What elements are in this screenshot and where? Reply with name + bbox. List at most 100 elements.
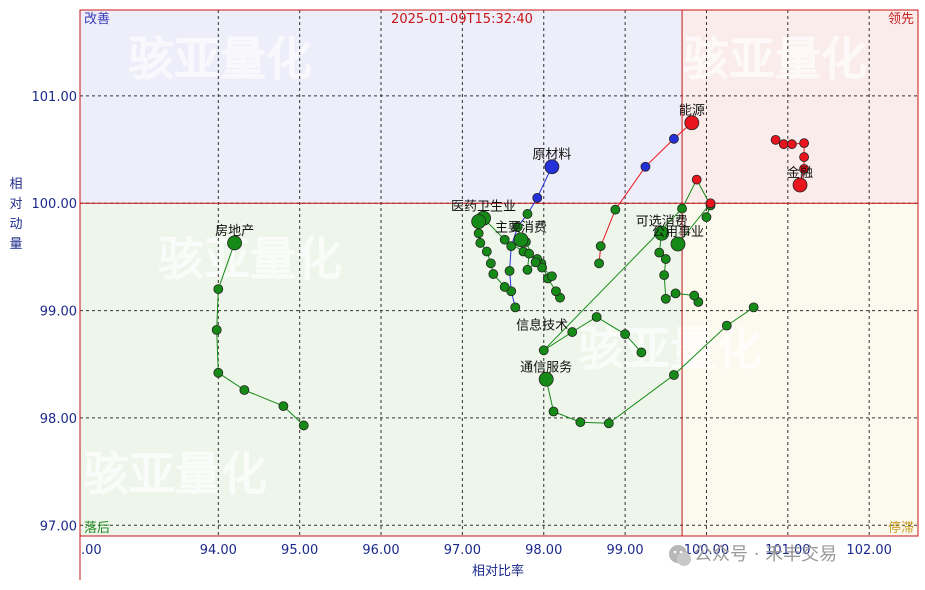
series-point bbox=[575, 417, 586, 428]
quadrant-weakening bbox=[682, 203, 918, 536]
series-原材料 bbox=[504, 159, 560, 313]
series-label: 信息技术 bbox=[516, 317, 568, 333]
series-label: 通信服务 bbox=[520, 359, 572, 375]
x-tick-label: 102.00 bbox=[846, 543, 892, 558]
series-能源 bbox=[594, 115, 700, 269]
series-主要消费 bbox=[471, 214, 510, 292]
series-head-point bbox=[471, 214, 487, 229]
series-point bbox=[499, 234, 510, 245]
x-tick-label: 98.00 bbox=[525, 543, 562, 558]
series-layer bbox=[211, 115, 809, 431]
series-point bbox=[660, 293, 671, 304]
x-tick-label: 95.00 bbox=[281, 543, 318, 558]
series-label: 房地产 bbox=[215, 223, 254, 239]
series-point bbox=[721, 320, 732, 331]
timestamp: 2025-01-09T15:32:40 bbox=[391, 12, 533, 27]
series-金融 bbox=[770, 134, 809, 193]
series-point bbox=[537, 262, 548, 273]
series-point bbox=[485, 258, 496, 269]
series-point bbox=[770, 134, 781, 145]
x-tick-label: 100.00 bbox=[684, 543, 730, 558]
series-point bbox=[504, 265, 515, 276]
series-通信服务 bbox=[538, 302, 759, 429]
series-point bbox=[591, 312, 602, 322]
series-point bbox=[670, 288, 681, 299]
x-tick-label: 96.00 bbox=[362, 543, 399, 558]
series-point bbox=[799, 138, 809, 149]
series-point bbox=[551, 286, 561, 297]
series-point bbox=[499, 282, 510, 292]
series-label: 可选消费 bbox=[636, 214, 688, 229]
y-tick-label: 98.00 bbox=[40, 412, 77, 427]
y-tick-label: 99.00 bbox=[40, 305, 77, 320]
series-point bbox=[669, 133, 679, 144]
y-tick-label: 100.00 bbox=[32, 197, 78, 212]
quadrant-weakening-label: 停滞 bbox=[888, 520, 914, 536]
series-point bbox=[278, 401, 289, 412]
series-point bbox=[669, 370, 679, 380]
series-label: 医药卫生业 bbox=[451, 199, 516, 214]
series-head-point bbox=[792, 177, 808, 193]
y-tick-label: 97.00 bbox=[40, 519, 77, 534]
series-point bbox=[538, 345, 549, 356]
wechat-icon bbox=[669, 545, 691, 566]
series-point bbox=[510, 302, 521, 313]
series-公用事业 bbox=[538, 174, 716, 358]
x-tick-label: 99.00 bbox=[606, 543, 643, 558]
series-point bbox=[213, 367, 224, 378]
series-point bbox=[475, 238, 486, 248]
watermark-text: 骇亚量化 bbox=[683, 32, 867, 86]
x-tick-label: 97.00 bbox=[444, 543, 481, 558]
series-label: 公用事业 bbox=[652, 225, 704, 240]
quadrant-leading-label: 领先 bbox=[888, 12, 914, 27]
series-label: 金融 bbox=[787, 165, 813, 181]
series-point bbox=[705, 198, 716, 209]
series-point bbox=[799, 152, 809, 162]
series-point bbox=[660, 254, 671, 264]
series-point bbox=[748, 302, 759, 313]
series-point bbox=[532, 192, 543, 203]
series-point bbox=[473, 228, 484, 239]
series-point bbox=[522, 264, 533, 275]
footer-text: 公众号 · 禾丰交易 bbox=[694, 544, 837, 565]
plot-border bbox=[79, 9, 919, 537]
series-label: 主要消费 bbox=[495, 221, 547, 236]
series-point bbox=[211, 324, 222, 335]
watermark-text: 骇亚量化 bbox=[158, 232, 342, 286]
series-point bbox=[636, 347, 647, 358]
series-head-point bbox=[538, 371, 554, 387]
series-point bbox=[677, 203, 687, 214]
series-head-point bbox=[227, 235, 242, 251]
series-point bbox=[594, 258, 604, 269]
series-label: 原材料 bbox=[532, 148, 571, 163]
series-point bbox=[298, 420, 309, 431]
series-point bbox=[620, 329, 631, 340]
series-point bbox=[610, 204, 621, 215]
series-point bbox=[530, 257, 541, 268]
series-head-point bbox=[684, 115, 700, 131]
plot-frame bbox=[79, 9, 919, 580]
quadrant-lagging-label: 落后 bbox=[84, 521, 110, 536]
svg-text:相对动量: 相对动量 bbox=[9, 177, 22, 252]
series-point bbox=[691, 174, 702, 185]
series-point bbox=[701, 212, 712, 223]
x-tick-label: .00 bbox=[81, 543, 102, 558]
series-point bbox=[595, 241, 606, 252]
series-head-point bbox=[544, 159, 560, 175]
series-point bbox=[786, 139, 797, 150]
watermark-text: 骇亚量化 bbox=[83, 447, 267, 501]
series-point bbox=[512, 221, 523, 232]
series-可选消费 bbox=[654, 225, 704, 307]
series-head-point bbox=[654, 225, 670, 241]
series-point bbox=[659, 270, 670, 281]
x-axis-label: 相对比率 bbox=[472, 563, 524, 579]
series-point bbox=[481, 246, 492, 257]
quadrant-improving-label: 改善 bbox=[84, 11, 110, 27]
series-point bbox=[548, 406, 559, 417]
series-point bbox=[799, 163, 809, 174]
series-point bbox=[654, 247, 665, 258]
x-tick-label: 94.00 bbox=[200, 543, 237, 558]
axis-ticks: 94.00 95.00 96.00 97.00 98.00 99.00 100.00 101.… bbox=[32, 90, 892, 558]
